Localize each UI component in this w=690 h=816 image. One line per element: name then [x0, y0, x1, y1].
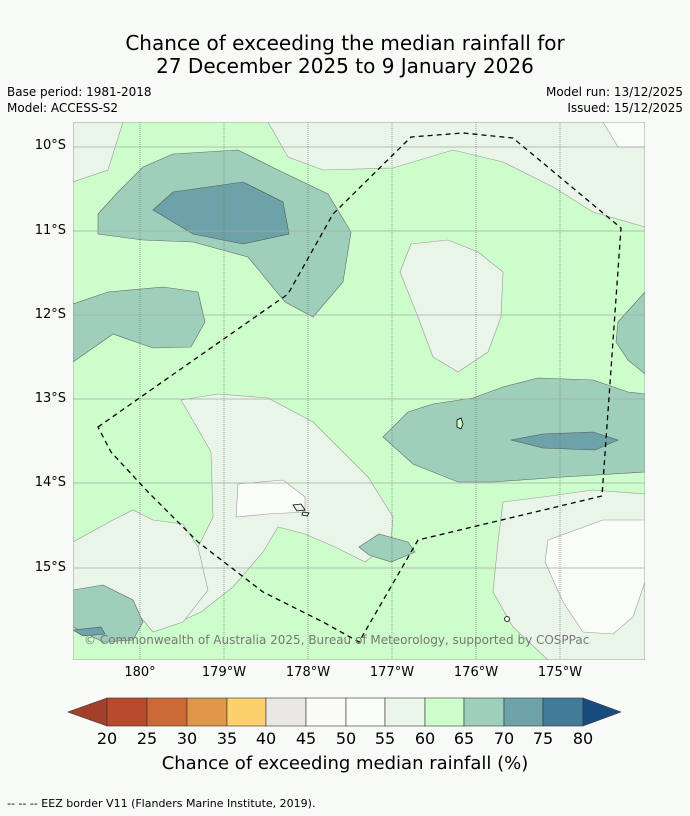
contour-50-se [544, 519, 645, 635]
lat-label-10s: 10°S [34, 138, 66, 153]
colorbar-tick: 40 [255, 729, 277, 748]
lon-label-180: 180° [124, 665, 156, 680]
colorbar-tick: 50 [335, 729, 357, 748]
lat-label-11s: 11°S [34, 223, 66, 238]
colorbar-tick: 70 [493, 729, 515, 748]
lat-label-13s: 13°S [34, 391, 66, 406]
eez-border [97, 132, 622, 643]
copyright-notice: © Commonwealth of Australia 2025, Bureau… [84, 633, 590, 647]
contour-55-nw-edge [73, 122, 124, 183]
lon-label-176w: 176°W [453, 665, 499, 680]
contour-70-east [510, 431, 619, 451]
contour-55-north [267, 122, 645, 228]
graticule [73, 122, 645, 660]
colorbar [68, 697, 622, 727]
colorbar-arrow-high [582, 697, 622, 727]
colorbar-segment [503, 697, 544, 727]
colorbar-segment [186, 697, 228, 727]
colorbar-segment [106, 697, 148, 727]
colorbar-tick: 65 [453, 729, 475, 748]
island-3 [301, 511, 310, 517]
colorbar-tick: 60 [414, 729, 436, 748]
contour-70-sw [73, 626, 106, 637]
contour-70-nw [152, 181, 290, 245]
eez-legend: -- -- -- EEZ border V11 (Flanders Marine… [7, 797, 316, 810]
contour-55-centre [399, 239, 504, 373]
colorbar-tick: 35 [216, 729, 238, 748]
title-line-2: 27 December 2025 to 9 January 2026 [156, 54, 534, 78]
colorbar-segment [384, 697, 426, 727]
colorbar-segment [146, 697, 188, 727]
lon-label-179w: 179°W [201, 665, 247, 680]
colorbar-segment [265, 697, 307, 727]
colorbar-label: Chance of exceeding median rainfall (%) [161, 753, 529, 774]
lat-label-12s: 12°S [34, 307, 66, 322]
island-1 [456, 417, 464, 430]
rainfall-map [73, 122, 645, 660]
contour-65-far-east [615, 291, 645, 375]
issued-date: Issued: 15/12/2025 [567, 101, 683, 115]
lat-label-14s: 14°S [34, 475, 66, 490]
colorbar-tick: 55 [374, 729, 396, 748]
colorbar-tick: 75 [532, 729, 554, 748]
model-run: Model run: 13/12/2025 [545, 85, 683, 99]
colorbar-segment [463, 697, 505, 727]
contour-50-ne [602, 122, 645, 148]
lon-label-178w: 178°W [285, 665, 331, 680]
lon-label-177w: 177°W [369, 665, 415, 680]
colorbar-tick: 20 [96, 729, 118, 748]
colorbar-segment [305, 697, 347, 727]
contour-65-small [358, 533, 416, 563]
lon-label-175w: 175°W [537, 665, 583, 680]
colorbar-tick: 30 [176, 729, 198, 748]
colorbar-segment [345, 697, 386, 727]
colorbar-segment [226, 697, 267, 727]
colorbar-arrow-low [68, 697, 108, 727]
colorbar-segment [542, 697, 584, 727]
base-period: Base period: 1981-2018 [7, 85, 152, 99]
island-2 [292, 503, 306, 512]
map-title: Chance of exceeding the median rainfall … [0, 32, 690, 78]
contour-65-east [382, 377, 645, 483]
meta-left: Base period: 1981-2018 Model: ACCESS-S2 [7, 84, 152, 116]
colorbar-segment [424, 697, 465, 727]
colorbar-tick: 80 [572, 729, 594, 748]
title-line-1: Chance of exceeding the median rainfall … [125, 31, 565, 55]
colorbar-tick: 25 [136, 729, 158, 748]
lat-label-15s: 15°S [34, 560, 66, 575]
contour-65-west [73, 286, 206, 363]
island-4 [504, 616, 510, 622]
meta-right: Model run: 13/12/2025 Issued: 15/12/2025 [546, 84, 683, 116]
colorbar-tick: 45 [295, 729, 317, 748]
model-name: Model: ACCESS-S2 [7, 101, 119, 115]
